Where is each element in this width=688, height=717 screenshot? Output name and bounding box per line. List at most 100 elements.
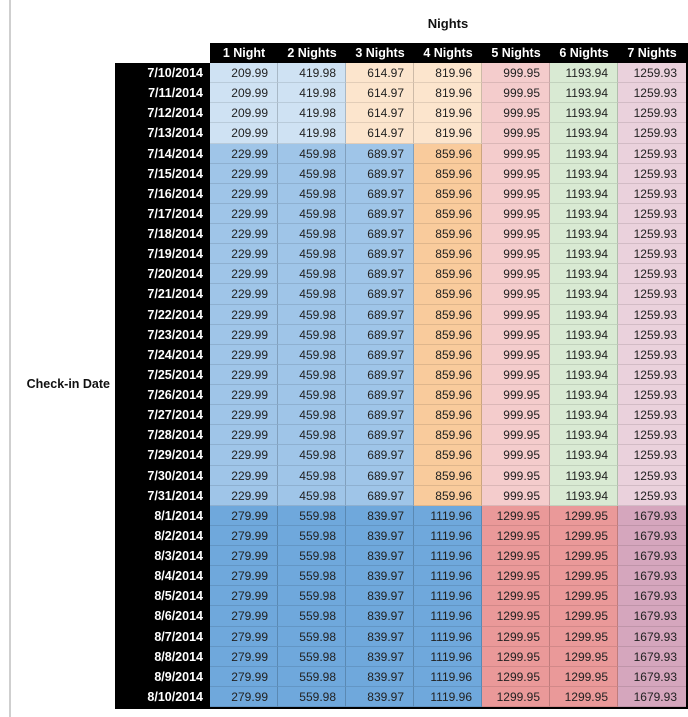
column-header: 2 Nights bbox=[287, 46, 337, 60]
price-cell: 459.98 bbox=[278, 244, 346, 265]
price-cell: 229.99 bbox=[210, 244, 278, 265]
price-cell: 839.97 bbox=[346, 686, 414, 707]
price-cell: 229.99 bbox=[210, 324, 278, 345]
price-cell: 839.97 bbox=[346, 566, 414, 587]
checkin-date-axis-label: Check-in Date bbox=[26, 377, 110, 391]
price-cell: 999.95 bbox=[482, 364, 550, 385]
table-row: 7/27/2014 229.99 459.98 689.97 859.96 999.95 1… bbox=[115, 405, 686, 426]
price-cell: 859.96 bbox=[414, 385, 482, 406]
table-row: 7/28/2014 229.99 459.98 689.97 859.96 999.95 1… bbox=[115, 425, 686, 446]
price-cell: 999.95 bbox=[482, 344, 550, 365]
price-cell: 229.99 bbox=[210, 143, 278, 164]
price-cell: 1299.95 bbox=[550, 566, 618, 587]
column-header: 3 Nights bbox=[355, 46, 405, 60]
price-cell: 1259.93 bbox=[618, 304, 686, 325]
price-cell: 1193.94 bbox=[550, 244, 618, 265]
checkin-date-cell: 8/8/2014 bbox=[115, 646, 210, 667]
checkin-date-cell: 7/29/2014 bbox=[115, 445, 210, 466]
price-cell: 459.98 bbox=[278, 304, 346, 325]
price-cell: 279.99 bbox=[210, 525, 278, 546]
price-cell: 1299.95 bbox=[482, 646, 550, 667]
price-cell: 1119.96 bbox=[414, 626, 482, 647]
price-cell: 1193.94 bbox=[550, 63, 618, 84]
price-cell: 1299.95 bbox=[550, 686, 618, 707]
price-cell: 1679.93 bbox=[618, 606, 686, 627]
price-cell: 279.99 bbox=[210, 586, 278, 607]
price-cell: 859.96 bbox=[414, 143, 482, 164]
table-title: Nights bbox=[427, 16, 469, 31]
price-cell: 689.97 bbox=[346, 244, 414, 265]
price-cell: 459.98 bbox=[278, 445, 346, 466]
price-cell: 459.98 bbox=[278, 324, 346, 345]
price-cell: 689.97 bbox=[346, 364, 414, 385]
price-cell: 1193.94 bbox=[550, 425, 618, 446]
price-cell: 999.95 bbox=[482, 123, 550, 144]
price-cell: 1119.96 bbox=[414, 546, 482, 567]
column-header: 5 Nights bbox=[491, 46, 541, 60]
checkin-date-cell: 7/31/2014 bbox=[115, 485, 210, 506]
price-cell: 859.96 bbox=[414, 284, 482, 305]
price-cell: 1299.95 bbox=[550, 646, 618, 667]
price-cell: 859.96 bbox=[414, 203, 482, 224]
checkin-date-cell: 8/10/2014 bbox=[115, 686, 210, 707]
price-cell: 229.99 bbox=[210, 284, 278, 305]
price-cell: 559.98 bbox=[278, 666, 346, 687]
price-cell: 859.96 bbox=[414, 344, 482, 365]
price-cell: 859.96 bbox=[414, 244, 482, 265]
table-row: 7/18/2014 229.99 459.98 689.97 859.96 999.95 1… bbox=[115, 224, 686, 245]
price-cell: 819.96 bbox=[414, 83, 482, 104]
price-cell: 279.99 bbox=[210, 606, 278, 627]
table-row: 7/11/2014 209.99 419.98 614.97 819.96 999.95 1… bbox=[115, 83, 686, 104]
price-cell: 1259.93 bbox=[618, 224, 686, 245]
price-cell: 1679.93 bbox=[618, 586, 686, 607]
price-cell: 689.97 bbox=[346, 304, 414, 325]
column-header: 7 Nights bbox=[627, 46, 677, 60]
table-row: 8/10/2014 279.99 559.98 839.97 1119.96 1299.9… bbox=[115, 686, 686, 707]
price-cell: 459.98 bbox=[278, 143, 346, 164]
table-row: 7/14/2014 229.99 459.98 689.97 859.96 999.95 1… bbox=[115, 143, 686, 164]
price-cell: 1679.93 bbox=[618, 686, 686, 707]
price-cell: 999.95 bbox=[482, 385, 550, 406]
price-cell: 689.97 bbox=[346, 344, 414, 365]
price-cell: 1259.93 bbox=[618, 183, 686, 204]
price-cell: 689.97 bbox=[346, 425, 414, 446]
price-cell: 689.97 bbox=[346, 405, 414, 426]
price-cell: 1299.95 bbox=[482, 626, 550, 647]
price-cell: 229.99 bbox=[210, 405, 278, 426]
price-cell: 859.96 bbox=[414, 445, 482, 466]
checkin-date-cell: 7/16/2014 bbox=[115, 183, 210, 204]
checkin-date-cell: 8/5/2014 bbox=[115, 586, 210, 607]
price-cell: 279.99 bbox=[210, 626, 278, 647]
price-cell: 1119.96 bbox=[414, 666, 482, 687]
price-cell: 229.99 bbox=[210, 224, 278, 245]
price-cell: 1193.94 bbox=[550, 143, 618, 164]
price-cell: 559.98 bbox=[278, 505, 346, 526]
table-header-row: 1 Night 2 Nights 3 Nights 4 Nights 5 Nights 6… bbox=[210, 43, 688, 63]
price-cell: 459.98 bbox=[278, 183, 346, 204]
table-row: 7/17/2014 229.99 459.98 689.97 859.96 999.95 1… bbox=[115, 203, 686, 224]
table-row: 7/26/2014 229.99 459.98 689.97 859.96 999.95 1… bbox=[115, 385, 686, 406]
table-row: 7/13/2014 209.99 419.98 614.97 819.96 999.95 1… bbox=[115, 123, 686, 144]
price-cell: 1193.94 bbox=[550, 364, 618, 385]
checkin-date-cell: 7/10/2014 bbox=[115, 63, 210, 84]
price-cell: 859.96 bbox=[414, 364, 482, 385]
price-cell: 689.97 bbox=[346, 284, 414, 305]
price-cell: 1259.93 bbox=[618, 203, 686, 224]
price-cell: 559.98 bbox=[278, 626, 346, 647]
checkin-date-cell: 8/4/2014 bbox=[115, 566, 210, 587]
price-cell: 1259.93 bbox=[618, 405, 686, 426]
price-cell: 279.99 bbox=[210, 505, 278, 526]
price-cell: 459.98 bbox=[278, 385, 346, 406]
price-cell: 999.95 bbox=[482, 183, 550, 204]
checkin-date-cell: 7/21/2014 bbox=[115, 284, 210, 305]
price-cell: 1193.94 bbox=[550, 103, 618, 124]
price-cell: 209.99 bbox=[210, 83, 278, 104]
price-cell: 279.99 bbox=[210, 546, 278, 567]
column-header: 1 Night bbox=[222, 46, 266, 60]
price-cell: 1193.94 bbox=[550, 385, 618, 406]
price-cell: 1259.93 bbox=[618, 284, 686, 305]
price-cell: 1259.93 bbox=[618, 425, 686, 446]
price-cell: 1679.93 bbox=[618, 626, 686, 647]
price-cell: 1259.93 bbox=[618, 163, 686, 184]
